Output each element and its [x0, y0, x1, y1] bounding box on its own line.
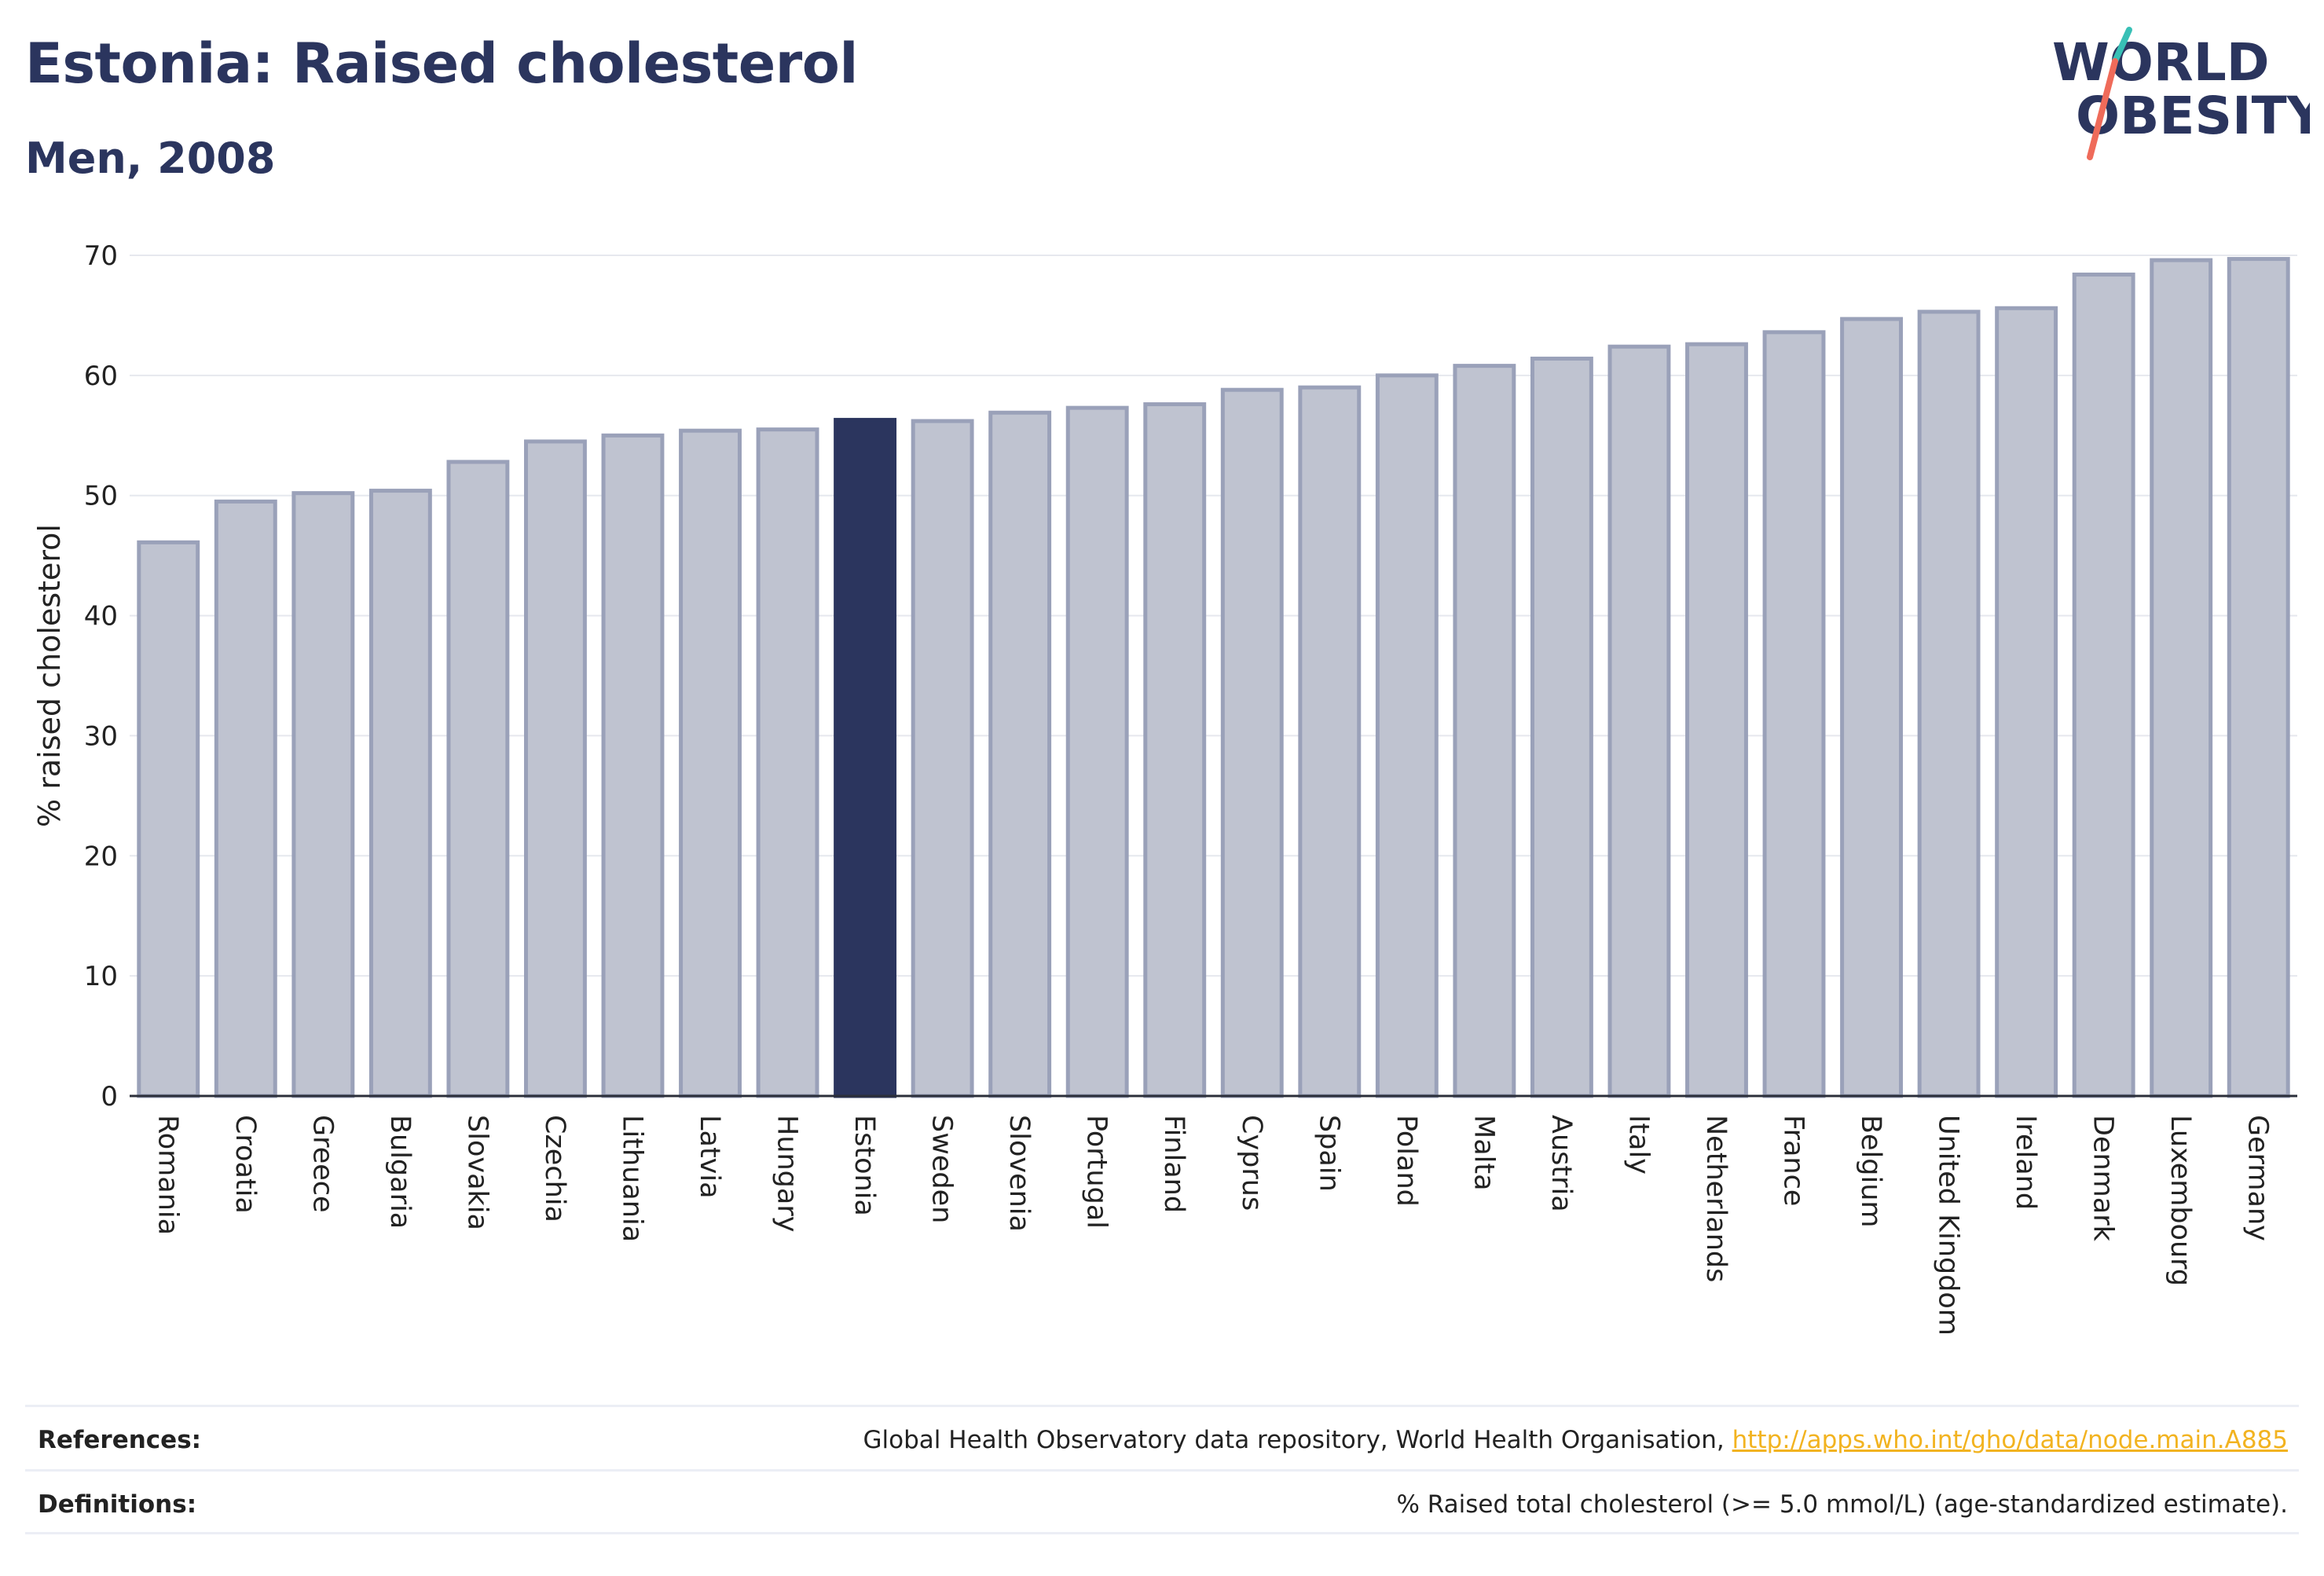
bar — [1375, 373, 1439, 1098]
x-tick-label: Slovakia — [461, 1115, 493, 1230]
x-tick-label: Czechia — [539, 1115, 570, 1222]
y-tick-label: 70 — [84, 240, 118, 272]
footer-divider — [25, 1532, 2299, 1534]
x-tick-label: Netherlands — [1700, 1115, 1732, 1282]
bar — [1065, 405, 1129, 1098]
x-tick-label: United Kingdom — [1933, 1115, 1964, 1336]
bar — [1143, 402, 1207, 1098]
references-link[interactable]: http://apps.who.int/gho/data/node.main.A… — [1732, 1426, 2288, 1454]
bar — [2072, 272, 2135, 1098]
x-tick-label: Croatia — [229, 1115, 261, 1214]
logo-line1: WORLD — [2052, 32, 2270, 93]
footer-divider — [25, 1405, 2299, 1407]
x-tick-label: Slovenia — [1003, 1115, 1035, 1232]
y-axis-label: % raised cholesterol — [32, 524, 67, 827]
footer-divider — [25, 1469, 2299, 1472]
bar — [291, 491, 355, 1098]
x-tick-label: Italy — [1622, 1115, 1654, 1175]
y-tick-label: 20 — [84, 841, 118, 872]
bar — [1453, 364, 1516, 1098]
bar-chart: 0 10 20 30 40 50 60 70 % raised cholesterol Roman… — [32, 240, 2297, 1336]
y-tick-label: 50 — [84, 481, 118, 512]
logo-line2: OBESITY — [2076, 86, 2310, 146]
bar — [214, 499, 277, 1098]
x-tick-label: Spain — [1313, 1115, 1344, 1192]
x-tick-label: Hungary — [772, 1115, 803, 1232]
y-tick-label: 60 — [84, 361, 118, 392]
x-tick-label: Finland — [1158, 1115, 1189, 1213]
bar-highlight — [834, 417, 897, 1098]
x-tick-label: Germany — [2242, 1115, 2274, 1241]
x-tick-label: Belgium — [1855, 1115, 1886, 1228]
definitions-text: % Raised total cholesterol (>= 5.0 mmol/… — [1396, 1490, 2288, 1519]
references-label: References: — [38, 1426, 202, 1454]
y-tick-label: 40 — [84, 601, 118, 632]
x-tick-label: Poland — [1391, 1115, 1422, 1207]
chart-title: Estonia: Raised cholesterol — [25, 31, 858, 96]
x-tick-label: Estonia — [849, 1115, 880, 1216]
definitions-label: Definitions: — [38, 1490, 197, 1519]
bar — [756, 427, 819, 1098]
x-tick-label: Malta — [1468, 1115, 1499, 1191]
bar — [368, 489, 432, 1098]
bar — [601, 433, 665, 1098]
x-tick-label: Denmark — [2088, 1115, 2119, 1242]
bar — [1298, 385, 1362, 1098]
bar — [137, 540, 200, 1098]
x-tick-label: Latvia — [694, 1115, 725, 1199]
x-tick-label: Luxembourg — [2165, 1115, 2196, 1286]
bar — [1995, 306, 2058, 1098]
chart-subtitle: Men, 2008 — [25, 134, 276, 183]
bar — [446, 460, 510, 1098]
bar — [1762, 330, 1826, 1098]
y-tick-label: 30 — [84, 720, 118, 752]
x-tick-label: Cyprus — [1236, 1115, 1267, 1211]
bar — [1840, 317, 1903, 1098]
bar — [1607, 344, 1671, 1098]
x-tick-label: Austria — [1545, 1115, 1577, 1212]
bar — [911, 419, 974, 1098]
y-tick-label: 10 — [84, 961, 118, 992]
x-tick-label: Portugal — [1081, 1115, 1113, 1229]
logo-slash-teal — [2112, 27, 2132, 64]
bar — [1220, 387, 1284, 1098]
world-obesity-logo: WORLD OBESITY — [2052, 27, 2310, 160]
bar — [2150, 258, 2213, 1098]
bar — [1917, 310, 1981, 1098]
bar — [524, 439, 587, 1098]
references-text: Global Health Observatory data repositor… — [863, 1426, 2288, 1454]
bar — [988, 410, 1052, 1098]
x-tick-label: Sweden — [926, 1115, 958, 1223]
x-tick-label: Romania — [152, 1115, 183, 1235]
x-tick-label: Ireland — [2010, 1115, 2041, 1210]
x-tick-label: France — [1778, 1115, 1809, 1206]
y-tick-label: 0 — [101, 1081, 118, 1112]
bar — [1685, 342, 1748, 1098]
logo-slash-coral — [2087, 58, 2118, 160]
x-tick-label: Lithuania — [616, 1115, 647, 1242]
x-tick-label: Greece — [306, 1115, 338, 1213]
bar — [1530, 356, 1593, 1098]
references-source: Global Health Observatory data repositor… — [863, 1426, 1732, 1454]
bar — [2227, 257, 2290, 1098]
bar — [679, 428, 742, 1098]
x-tick-label: Bulgaria — [384, 1115, 416, 1229]
